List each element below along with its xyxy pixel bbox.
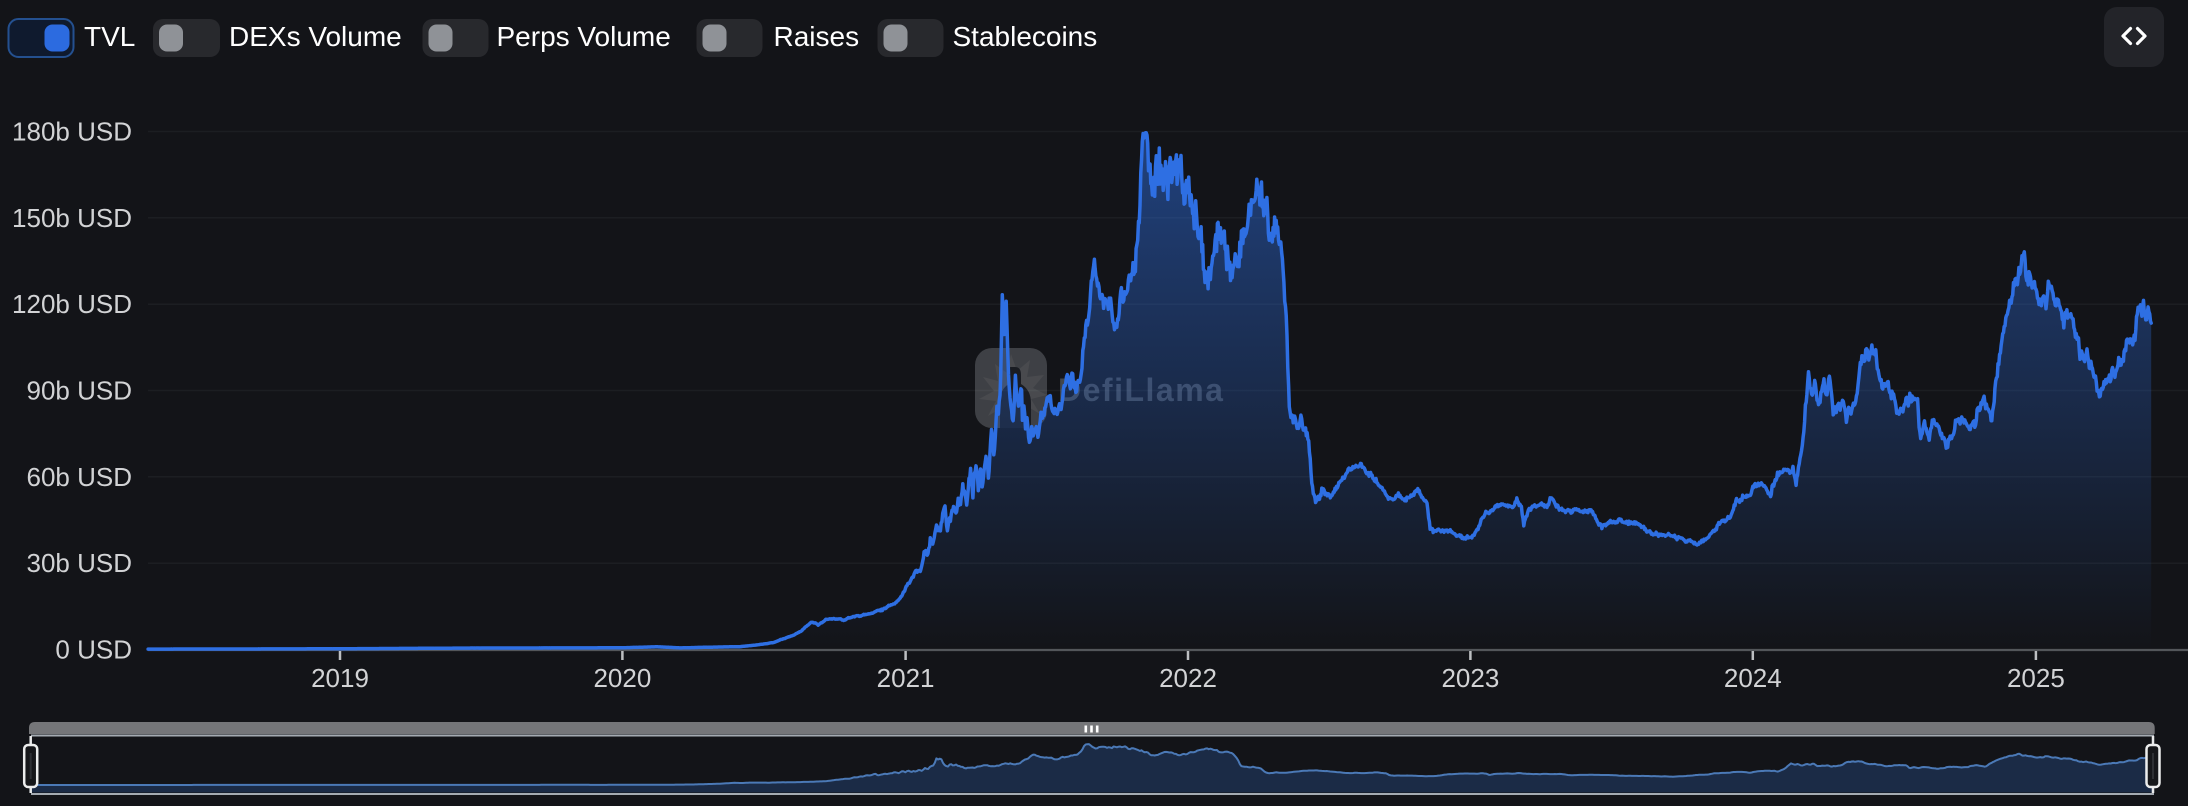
- svg-text:90b USD: 90b USD: [27, 376, 133, 406]
- svg-text:2024: 2024: [1724, 663, 1782, 693]
- svg-text:120b USD: 120b USD: [12, 289, 132, 319]
- svg-text:60b USD: 60b USD: [27, 462, 133, 492]
- svg-text:2019: 2019: [311, 663, 369, 693]
- svg-text:2021: 2021: [877, 663, 935, 693]
- svg-text:2022: 2022: [1159, 663, 1217, 693]
- svg-text:Raises: Raises: [774, 21, 860, 52]
- svg-text:2020: 2020: [593, 663, 651, 693]
- svg-text:30b USD: 30b USD: [27, 548, 133, 578]
- svg-text:0 USD: 0 USD: [55, 635, 132, 665]
- svg-text:2025: 2025: [2007, 663, 2065, 693]
- svg-text:Stablecoins: Stablecoins: [953, 21, 1098, 52]
- svg-text:180b USD: 180b USD: [12, 117, 132, 147]
- svg-text:Perps Volume: Perps Volume: [497, 21, 671, 52]
- svg-text:DEXs Volume: DEXs Volume: [229, 21, 402, 52]
- svg-text:2023: 2023: [1441, 663, 1499, 693]
- svg-text:TVL: TVL: [84, 21, 135, 52]
- svg-text:150b USD: 150b USD: [12, 203, 132, 233]
